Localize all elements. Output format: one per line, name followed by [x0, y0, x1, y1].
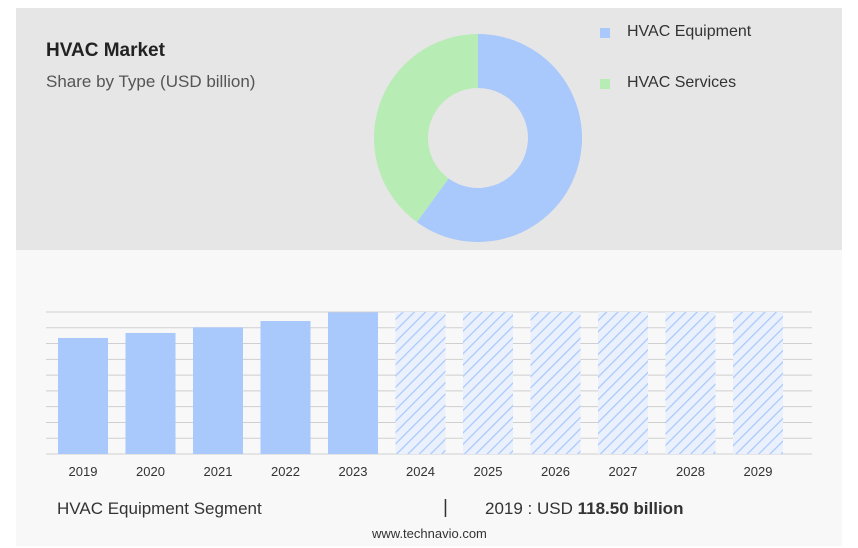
forecast-bar-2025: [463, 312, 513, 454]
segment-value: 2019 : USD 118.50 billion: [485, 499, 683, 519]
forecast-bar-2026: [530, 312, 581, 454]
x-tick-label-2021: 2021: [204, 464, 233, 479]
x-tick-label-2019: 2019: [69, 464, 98, 479]
x-tick-label-2025: 2025: [474, 464, 503, 479]
chart-title: HVAC Market: [46, 40, 165, 61]
x-tick-label-2026: 2026: [541, 464, 570, 479]
legend-swatch-hvac-services: [600, 79, 610, 89]
forecast-bar-2029: [733, 312, 783, 454]
donut-chart: [373, 33, 582, 242]
x-tick-label-2029: 2029: [744, 464, 773, 479]
footer-separator: |: [443, 497, 448, 518]
segment-value-amount: 118.50 billion: [577, 499, 684, 518]
x-tick-label-2022: 2022: [271, 464, 300, 479]
x-tick-label-2028: 2028: [676, 464, 705, 479]
bar-2022: [260, 321, 311, 454]
legend-swatch-hvac-equipment: [600, 28, 610, 38]
x-tick-label-2027: 2027: [609, 464, 638, 479]
bar-2021: [193, 327, 243, 454]
bar-2019: [58, 337, 108, 454]
segment-label: HVAC Equipment Segment: [57, 499, 262, 518]
segment-value-prefix: 2019 : USD: [485, 499, 573, 518]
x-tick-label-2023: 2023: [339, 464, 368, 479]
legend-label: HVAC Equipment: [627, 23, 752, 40]
chart-subtitle: Share by Type (USD billion): [46, 72, 256, 91]
legend-label: HVAC Services: [627, 74, 737, 91]
bar-chart: 2019 2020 2021 2022 2023 2024 2025 2026 2027 2028…: [46, 311, 812, 479]
donut-slice-hvac-services: [373, 33, 478, 223]
x-tick-label-2024: 2024: [406, 464, 435, 479]
bar-2023: [328, 312, 378, 454]
source-link[interactable]: www.technavio.com: [372, 526, 487, 541]
forecast-bar-2028: [665, 312, 716, 454]
chart-card: HVAC Market Share by Type (USD billion) …: [16, 8, 842, 546]
forecast-bar-2027: [598, 312, 648, 454]
forecast-bar-2024: [395, 312, 446, 454]
donut-slice-hvac-equipment: [416, 34, 582, 242]
bar-2020: [125, 332, 176, 454]
share-panel: HVAC Market Share by Type (USD billion) …: [16, 8, 842, 250]
x-tick-label-2020: 2020: [136, 464, 165, 479]
